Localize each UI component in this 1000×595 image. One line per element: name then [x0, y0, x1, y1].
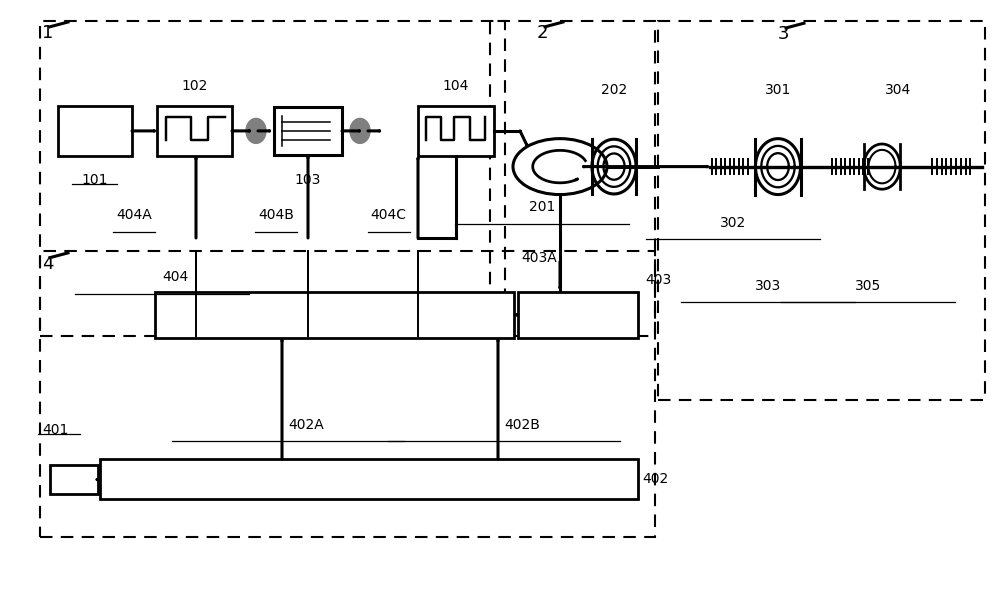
- Bar: [155, 292, 514, 338]
- Text: 403A: 403A: [521, 250, 557, 265]
- Circle shape: [513, 139, 607, 195]
- Text: 404A: 404A: [116, 208, 152, 223]
- Bar: [100, 459, 638, 499]
- Ellipse shape: [246, 118, 266, 143]
- Text: 305: 305: [855, 278, 881, 293]
- Bar: [658, 21, 985, 400]
- Bar: [40, 21, 505, 336]
- Text: 401: 401: [42, 422, 68, 437]
- Bar: [418, 106, 494, 156]
- Text: 303: 303: [755, 278, 781, 293]
- Text: 404: 404: [162, 270, 188, 284]
- Bar: [490, 21, 655, 336]
- Text: 301: 301: [765, 83, 791, 98]
- Text: 1: 1: [42, 24, 53, 42]
- Bar: [58, 106, 132, 156]
- Text: 4: 4: [42, 255, 54, 273]
- Text: 304: 304: [885, 83, 911, 98]
- Bar: [518, 292, 638, 338]
- Text: 402: 402: [642, 472, 668, 486]
- Bar: [40, 251, 655, 537]
- Text: 404B: 404B: [258, 208, 294, 223]
- Text: 3: 3: [778, 25, 790, 43]
- Text: 402B: 402B: [504, 418, 540, 432]
- Text: 201: 201: [529, 200, 555, 214]
- Text: 202: 202: [601, 83, 627, 98]
- Text: 402A: 402A: [288, 418, 324, 432]
- Text: 2: 2: [537, 24, 548, 42]
- Text: 404C: 404C: [370, 208, 406, 223]
- Text: 101: 101: [82, 173, 108, 187]
- Text: 102: 102: [182, 79, 208, 93]
- Ellipse shape: [350, 118, 370, 143]
- Bar: [157, 106, 232, 156]
- Bar: [274, 107, 342, 155]
- Bar: [50, 465, 98, 494]
- Text: 104: 104: [443, 79, 469, 93]
- Text: 103: 103: [295, 173, 321, 187]
- Text: 302: 302: [720, 215, 746, 230]
- Text: 403: 403: [645, 273, 671, 287]
